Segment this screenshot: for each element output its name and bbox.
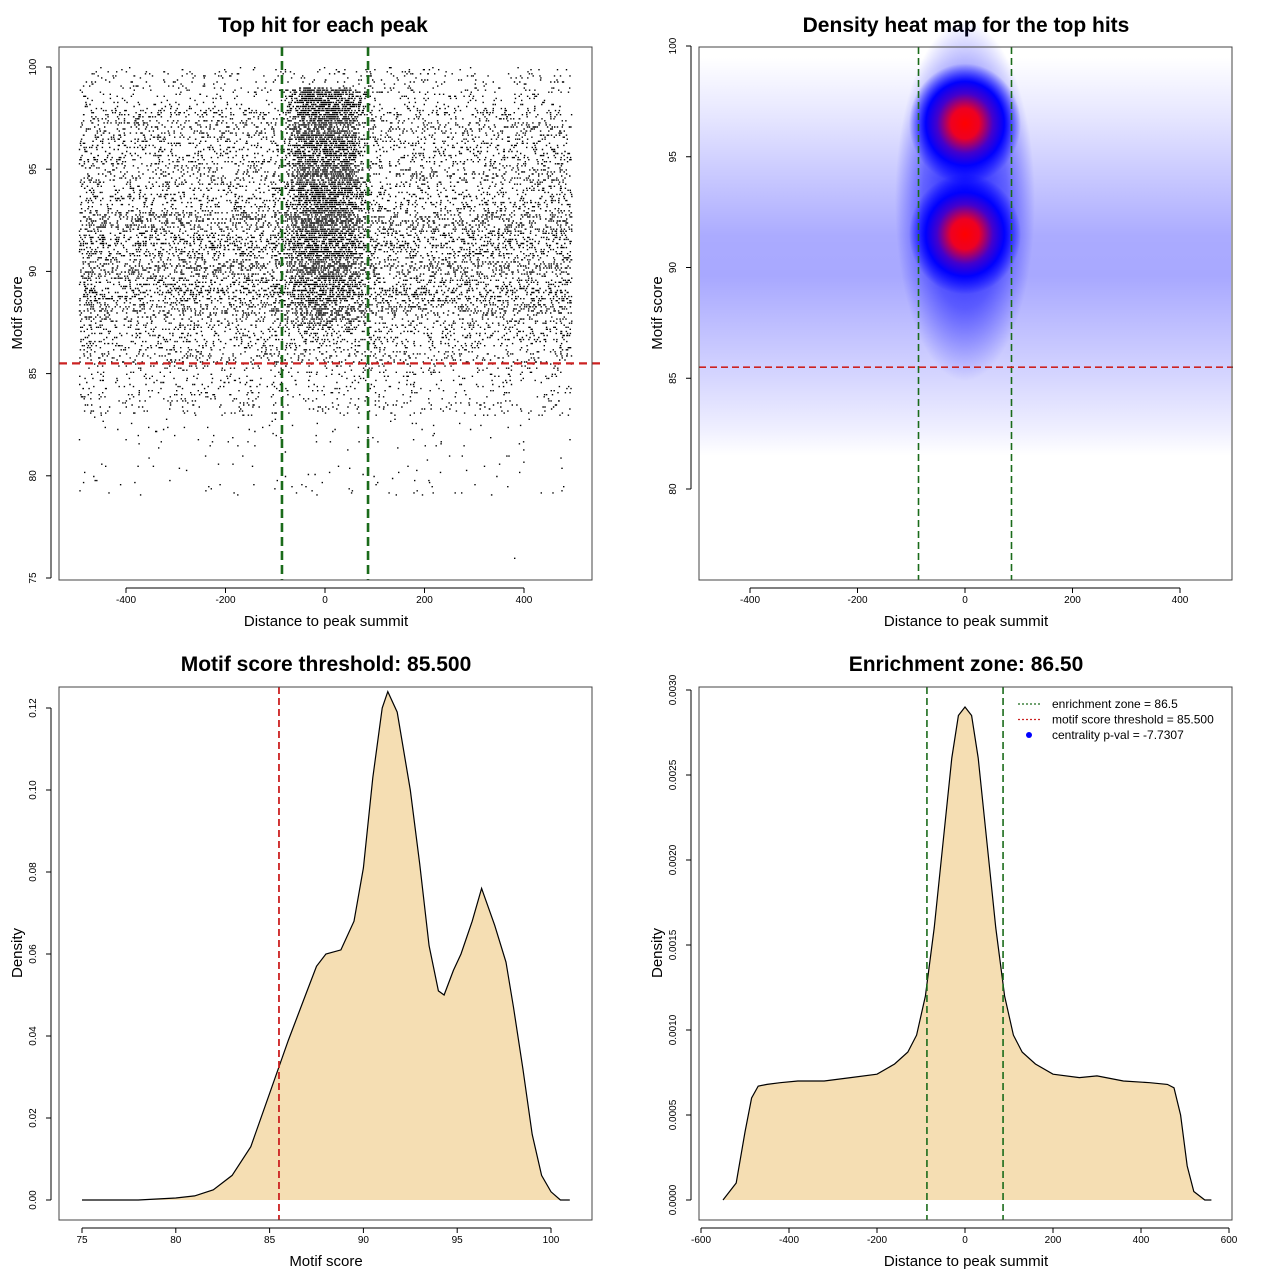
scatter-points [78, 67, 573, 559]
y-tick-label: 90 [668, 262, 679, 274]
scatter-point-cloud [78, 67, 573, 559]
x-tick-label: -200 [847, 595, 867, 606]
x-tick-label: -400 [740, 595, 760, 606]
y-tick-label: 0.0010 [668, 1014, 679, 1045]
legend-label: centrality p-val = -7.7307 [1052, 728, 1184, 742]
x-tick-label: 0 [962, 595, 968, 606]
y-tick-label: 95 [668, 151, 679, 163]
density-hotspot [909, 63, 1021, 184]
x-tick-label: 80 [170, 1235, 182, 1246]
heatmap-x-axis: -400 -200 0 200 400 [740, 587, 1189, 606]
scatter-y-label: Motif score [9, 276, 26, 349]
enrichment-y-label: Density [649, 927, 666, 978]
enrichment-density-curve [722, 706, 1212, 1201]
y-tick-label: 75 [28, 572, 39, 584]
y-tick-label: 0.04 [28, 1026, 39, 1046]
scatter-panel: Top hit for each peak -400 -200 0 200 400 75… [9, 14, 600, 630]
y-tick-label: 0.0000 [668, 1184, 679, 1215]
x-tick-label: 0 [962, 1235, 968, 1246]
y-tick-label: 80 [668, 483, 679, 495]
y-tick-label: 0.0025 [668, 759, 679, 790]
y-tick-label: 0.0015 [668, 929, 679, 960]
y-tick-label: 0.12 [28, 698, 39, 718]
x-tick-label: -200 [215, 595, 235, 606]
x-tick-label: 400 [1133, 1235, 1150, 1246]
score-density-x-axis: 75 80 85 90 95 100 [76, 1227, 560, 1246]
score-density-title: Motif score threshold: 85.500 [181, 653, 472, 676]
scatter-x-label: Distance to peak summit [244, 613, 409, 630]
scatter-title: Top hit for each peak [218, 14, 428, 37]
x-tick-label: -600 [691, 1235, 711, 1246]
score-density-x-label: Motif score [289, 1253, 362, 1270]
legend-point-marker [1026, 732, 1032, 738]
heatmap-y-axis: 80 85 90 95 100 [668, 37, 692, 495]
enrichment-y-axis: 0.0000 0.0005 0.0010 0.0015 0.0020 0.0025 0.00… [668, 674, 692, 1215]
y-tick-label: 0.10 [28, 780, 39, 800]
y-tick-label: 0.0005 [668, 1099, 679, 1130]
x-tick-label: 85 [264, 1235, 276, 1246]
heatmap-y-label: Motif score [649, 276, 666, 349]
x-tick-label: -400 [116, 595, 136, 606]
score-density-plot-box [58, 686, 593, 1221]
y-tick-label: 90 [28, 265, 39, 277]
density-line [82, 689, 570, 1201]
scatter-reference-lines [59, 47, 600, 580]
y-tick-label: 0.00 [28, 1190, 39, 1210]
heatmap-plot-box [698, 46, 1233, 581]
score-density-y-label: Density [9, 927, 26, 978]
y-tick-label: 0.02 [28, 1108, 39, 1128]
enrichment-legend: enrichment zone = 86.5 motif score thresh… [1018, 697, 1214, 742]
x-tick-label: 0 [322, 595, 328, 606]
x-tick-label: 200 [416, 595, 433, 606]
y-tick-label: 0.08 [28, 862, 39, 882]
y-tick-label: 0.0020 [668, 844, 679, 875]
heatmap-panel: Density heat map for the top hits -400-2… [649, 14, 1233, 630]
legend-label: motif score threshold = 85.500 [1052, 713, 1214, 727]
scatter-x-axis: -400 -200 0 200 400 [116, 587, 533, 606]
y-tick-label: 0.0030 [668, 674, 679, 705]
x-tick-label: 95 [452, 1235, 464, 1246]
y-tick-label: 100 [668, 37, 679, 54]
density-line [722, 706, 1212, 1201]
scatter-y-axis: 75 80 85 90 95 100 [28, 58, 52, 584]
enrichment-title: Enrichment zone: 86.50 [849, 653, 1084, 676]
heatmap-reference-lines [699, 47, 1233, 580]
x-tick-label: 200 [1064, 595, 1081, 606]
x-tick-label: 400 [516, 595, 533, 606]
x-tick-label: 200 [1045, 1235, 1062, 1246]
y-tick-label: 85 [668, 372, 679, 384]
y-tick-label: 95 [28, 163, 39, 175]
x-tick-label: 75 [76, 1235, 88, 1246]
enrichment-plot-box [698, 686, 1233, 1221]
score-density-y-axis: 0.00 0.02 0.04 0.06 0.08 0.10 0.12 [28, 698, 52, 1210]
score-density-panel: Motif score threshold: 85.500 75 80 85 90 95… [9, 653, 593, 1270]
scatter-plot-box [58, 46, 593, 581]
y-tick-label: 0.06 [28, 944, 39, 964]
x-tick-label: 100 [543, 1235, 560, 1246]
enrichment-zone-lines [926, 687, 1004, 1220]
y-tick-label: 80 [28, 470, 39, 482]
heatmap-x-label: Distance to peak summit [884, 613, 1049, 630]
enrichment-x-label: Distance to peak summit [884, 1253, 1049, 1270]
x-tick-label: 600 [1221, 1235, 1238, 1246]
score-density-curve [82, 689, 570, 1201]
heatmap-density [700, 21, 1231, 456]
density-hotspot [909, 174, 1021, 295]
y-tick-label: 85 [28, 368, 39, 380]
enrichment-x-axis: -600 -400 -200 0 200 400 600 [691, 1227, 1238, 1246]
x-tick-label: -400 [779, 1235, 799, 1246]
enrichment-panel: Enrichment zone: 86.50 -600 -400 -200 0 200 4… [649, 653, 1238, 1270]
y-tick-label: 100 [28, 58, 39, 75]
density-fill [82, 691, 570, 1200]
x-tick-label: 400 [1172, 595, 1189, 606]
legend-label: enrichment zone = 86.5 [1052, 697, 1178, 711]
x-tick-label: -200 [867, 1235, 887, 1246]
x-tick-label: 90 [358, 1235, 370, 1246]
